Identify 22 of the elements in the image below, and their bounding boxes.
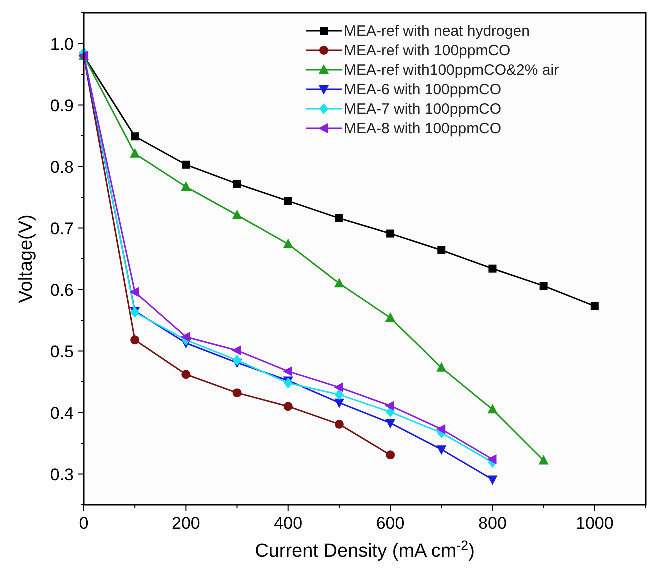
x-tick-label: 800	[478, 514, 507, 533]
y-tick-label: 0.3	[50, 465, 74, 484]
x-axis-title: Current Density (mA cm$^{-2}$)	[255, 538, 475, 562]
x-tick-label: 200	[172, 514, 200, 533]
x-tick-label: 1000	[576, 514, 614, 533]
y-tick-label: 0.8	[50, 158, 74, 177]
legend-label: MEA-ref with100ppmCO&2% air	[344, 62, 560, 79]
legend-label: MEA-7 with 100ppmCO	[344, 101, 502, 118]
y-tick-label: 1.0	[50, 34, 74, 54]
legend-label: MEA-ref with neat hydrogen	[344, 23, 530, 40]
y-tick-label: 0.5	[50, 342, 74, 362]
legend-label: MEA-ref with 100ppmCO	[344, 42, 511, 60]
y-tick-label: 0.6	[50, 280, 74, 300]
x-tick-label: 400	[274, 514, 303, 533]
x-tick-label: 600	[376, 514, 405, 533]
legend-label: MEA-6 with 100ppmCO	[344, 82, 502, 98]
y-tick-label: 0.7	[50, 219, 74, 238]
legend-label: MEA-8 with 100ppmCO	[344, 120, 502, 138]
x-tick-label: 0	[79, 514, 89, 533]
y-tick-label: 0.9	[50, 96, 74, 116]
y-axis-title: Voltage(V)	[16, 214, 37, 304]
y-tick-label: 0.4	[50, 404, 74, 423]
